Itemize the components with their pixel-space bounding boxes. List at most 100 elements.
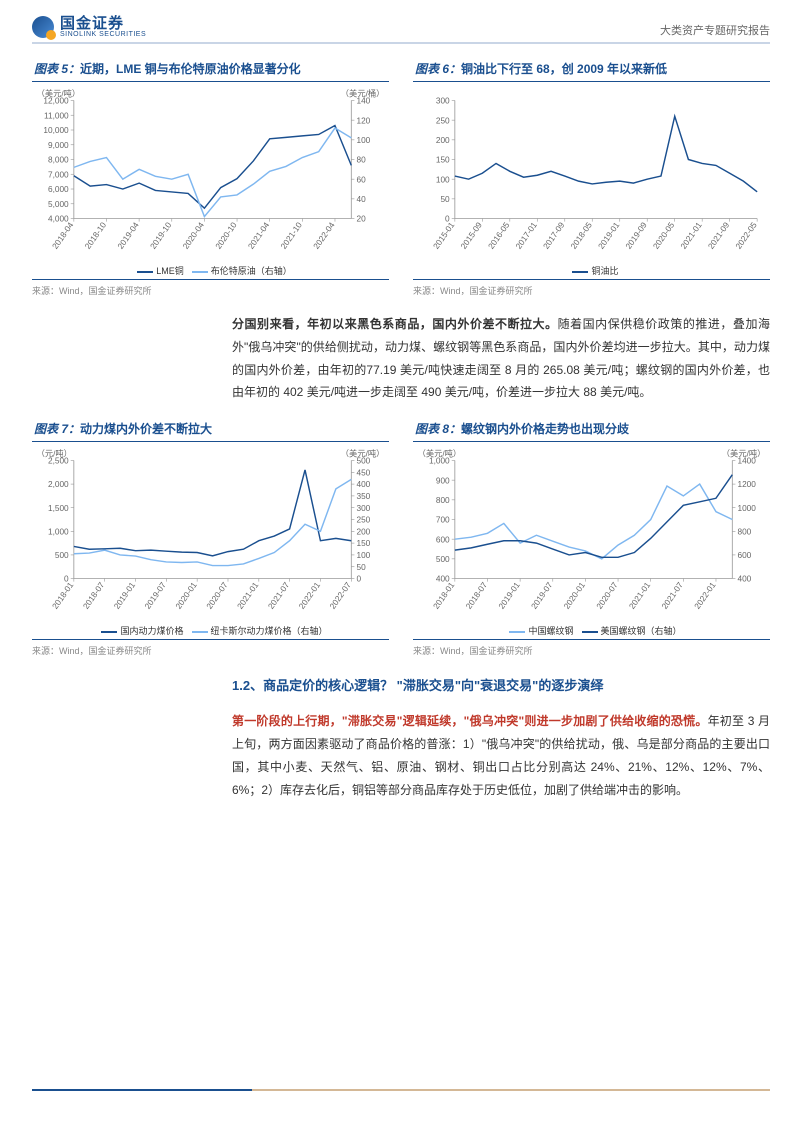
svg-text:700: 700 [436, 516, 450, 525]
svg-text:500: 500 [436, 555, 450, 564]
section-heading: 1.2、商品定价的核心逻辑？ "滞胀交易"向"衰退交易"的逐步演绎 [232, 675, 770, 694]
svg-text:8,000: 8,000 [48, 156, 69, 165]
svg-text:20: 20 [356, 215, 366, 224]
svg-text:200: 200 [356, 528, 370, 537]
title-prefix: 图表 8： [415, 422, 461, 436]
svg-text:1400: 1400 [737, 457, 756, 466]
svg-text:2022-05: 2022-05 [734, 220, 759, 250]
title-prefix: 图表 7： [34, 422, 80, 436]
svg-text:2018-05: 2018-05 [569, 220, 594, 250]
svg-text:2020-07: 2020-07 [205, 581, 230, 611]
svg-text:2015-09: 2015-09 [459, 220, 484, 250]
svg-text:900: 900 [436, 476, 450, 485]
paragraph-2: 第一阶段的上行期，"滞胀交易"逻辑延续，"俄乌冲突"则进一步加剧了供给收缩的恐慌… [232, 710, 770, 801]
chart-8-body: （美元/吨）（美元/吨）4005006007008009001,00040060… [413, 442, 770, 622]
title-text: 动力煤内外价差不断拉大 [80, 422, 212, 436]
svg-text:2020-01: 2020-01 [562, 581, 587, 611]
svg-text:2,500: 2,500 [48, 457, 69, 466]
svg-text:2018-10: 2018-10 [83, 220, 108, 250]
chart-5-title: 图表 5：近期，LME 铜与布伦特原油价格显著分化 [32, 56, 389, 82]
svg-text:2020-07: 2020-07 [595, 581, 620, 611]
svg-text:100: 100 [356, 136, 370, 145]
svg-text:9,000: 9,000 [48, 141, 69, 150]
title-text: 螺纹钢内外价格走势也出现分歧 [461, 422, 629, 436]
svg-text:2017-01: 2017-01 [514, 220, 539, 250]
svg-text:2021-01: 2021-01 [679, 220, 704, 250]
svg-text:1,000: 1,000 [48, 528, 69, 537]
title-text: 近期，LME 铜与布伦特原油价格显著分化 [80, 62, 301, 76]
chart-6-title: 图表 6：铜油比下行至 68，创 2009 年以来新低 [413, 56, 770, 82]
logo-cn: 国金证券 [60, 16, 146, 31]
chart-6-source: 来源：Wind，国金证券研究所 [413, 279, 770, 297]
chart-row-1: 图表 5：近期，LME 铜与布伦特原油价格显著分化 （美元/吨）（美元/桶）4,… [32, 56, 770, 297]
para2-red: 第一阶段的上行期，"滞胀交易"逻辑延续，"俄乌冲突"则进一步加剧了供给收缩的恐慌… [232, 714, 708, 728]
svg-text:2018-01: 2018-01 [51, 581, 76, 611]
svg-text:2022-04: 2022-04 [312, 220, 337, 250]
svg-text:100: 100 [356, 551, 370, 560]
svg-text:2019-01: 2019-01 [112, 581, 137, 611]
svg-text:2017-09: 2017-09 [542, 220, 567, 250]
chart-5: 图表 5：近期，LME 铜与布伦特原油价格显著分化 （美元/吨）（美元/桶）4,… [32, 56, 389, 297]
chart-6: 图表 6：铜油比下行至 68，创 2009 年以来新低 050100150200… [413, 56, 770, 297]
svg-text:2021-10: 2021-10 [279, 220, 304, 250]
svg-text:2016-05: 2016-05 [487, 220, 512, 250]
svg-text:2019-07: 2019-07 [530, 581, 555, 611]
svg-text:2018-07: 2018-07 [464, 581, 489, 611]
chart-8-source: 来源：Wind，国金证券研究所 [413, 639, 770, 657]
svg-text:2021-04: 2021-04 [247, 220, 272, 250]
svg-text:300: 300 [436, 97, 450, 106]
chart-7: 图表 7：动力煤内外价差不断拉大 （元/吨）（美元/吨）05001,0001,5… [32, 416, 389, 657]
svg-text:2020-01: 2020-01 [174, 581, 199, 611]
svg-text:11,000: 11,000 [44, 111, 69, 120]
svg-text:400: 400 [356, 480, 370, 489]
chart-7-source: 来源：Wind，国金证券研究所 [32, 639, 389, 657]
chart-row-2: 图表 7：动力煤内外价差不断拉大 （元/吨）（美元/吨）05001,0001,5… [32, 416, 770, 657]
footer-line [32, 1089, 770, 1091]
para1-bold: 分国别来看，年初以来黑色系商品，国内外价差不断拉大。 [232, 317, 558, 331]
svg-text:12,000: 12,000 [43, 97, 69, 106]
logo-en: SINOLINK SECURITIES [60, 31, 146, 38]
svg-text:300: 300 [356, 504, 370, 513]
svg-text:120: 120 [356, 116, 370, 125]
paragraph-1: 分国别来看，年初以来黑色系商品，国内外价差不断拉大。随着国内保供稳价政策的推进，… [232, 313, 770, 404]
svg-text:200: 200 [436, 136, 450, 145]
svg-text:140: 140 [356, 97, 370, 106]
svg-text:2019-09: 2019-09 [624, 220, 649, 250]
svg-text:2019-07: 2019-07 [143, 581, 168, 611]
svg-text:250: 250 [356, 516, 370, 525]
svg-text:2022-01: 2022-01 [297, 581, 322, 611]
svg-text:2018-01: 2018-01 [432, 581, 457, 611]
svg-text:150: 150 [356, 539, 370, 548]
svg-text:450: 450 [356, 469, 370, 478]
chart-8-title: 图表 8：螺纹钢内外价格走势也出现分歧 [413, 416, 770, 442]
svg-text:250: 250 [436, 116, 450, 125]
svg-text:2021-01: 2021-01 [628, 581, 653, 611]
svg-text:0: 0 [356, 575, 361, 584]
svg-text:800: 800 [737, 528, 751, 537]
chart-5-source: 来源：Wind，国金证券研究所 [32, 279, 389, 297]
svg-text:800: 800 [436, 496, 450, 505]
svg-text:1000: 1000 [737, 504, 756, 513]
svg-text:60: 60 [356, 175, 366, 184]
chart-7-title: 图表 7：动力煤内外价差不断拉大 [32, 416, 389, 442]
svg-text:2015-01: 2015-01 [432, 220, 457, 250]
svg-text:1200: 1200 [737, 480, 756, 489]
logo: 国金证券 SINOLINK SECURITIES [32, 16, 146, 38]
svg-text:500: 500 [55, 551, 69, 560]
title-prefix: 图表 6： [415, 62, 461, 76]
svg-text:40: 40 [356, 195, 366, 204]
svg-text:2021-09: 2021-09 [707, 220, 732, 250]
title-text: 铜油比下行至 68，创 2009 年以来新低 [461, 62, 667, 76]
logo-icon [32, 16, 54, 38]
svg-text:2018-07: 2018-07 [82, 581, 107, 611]
svg-text:2021-01: 2021-01 [236, 581, 261, 611]
svg-text:50: 50 [356, 563, 366, 572]
svg-text:100: 100 [436, 175, 450, 184]
svg-text:500: 500 [356, 457, 370, 466]
svg-text:5,000: 5,000 [48, 200, 69, 209]
svg-text:2018-04: 2018-04 [51, 220, 76, 250]
svg-text:2,000: 2,000 [48, 480, 69, 489]
svg-text:6,000: 6,000 [48, 185, 69, 194]
svg-text:10,000: 10,000 [43, 126, 69, 135]
chart-6-body: 0501001502002503002015-012015-092016-052… [413, 82, 770, 262]
